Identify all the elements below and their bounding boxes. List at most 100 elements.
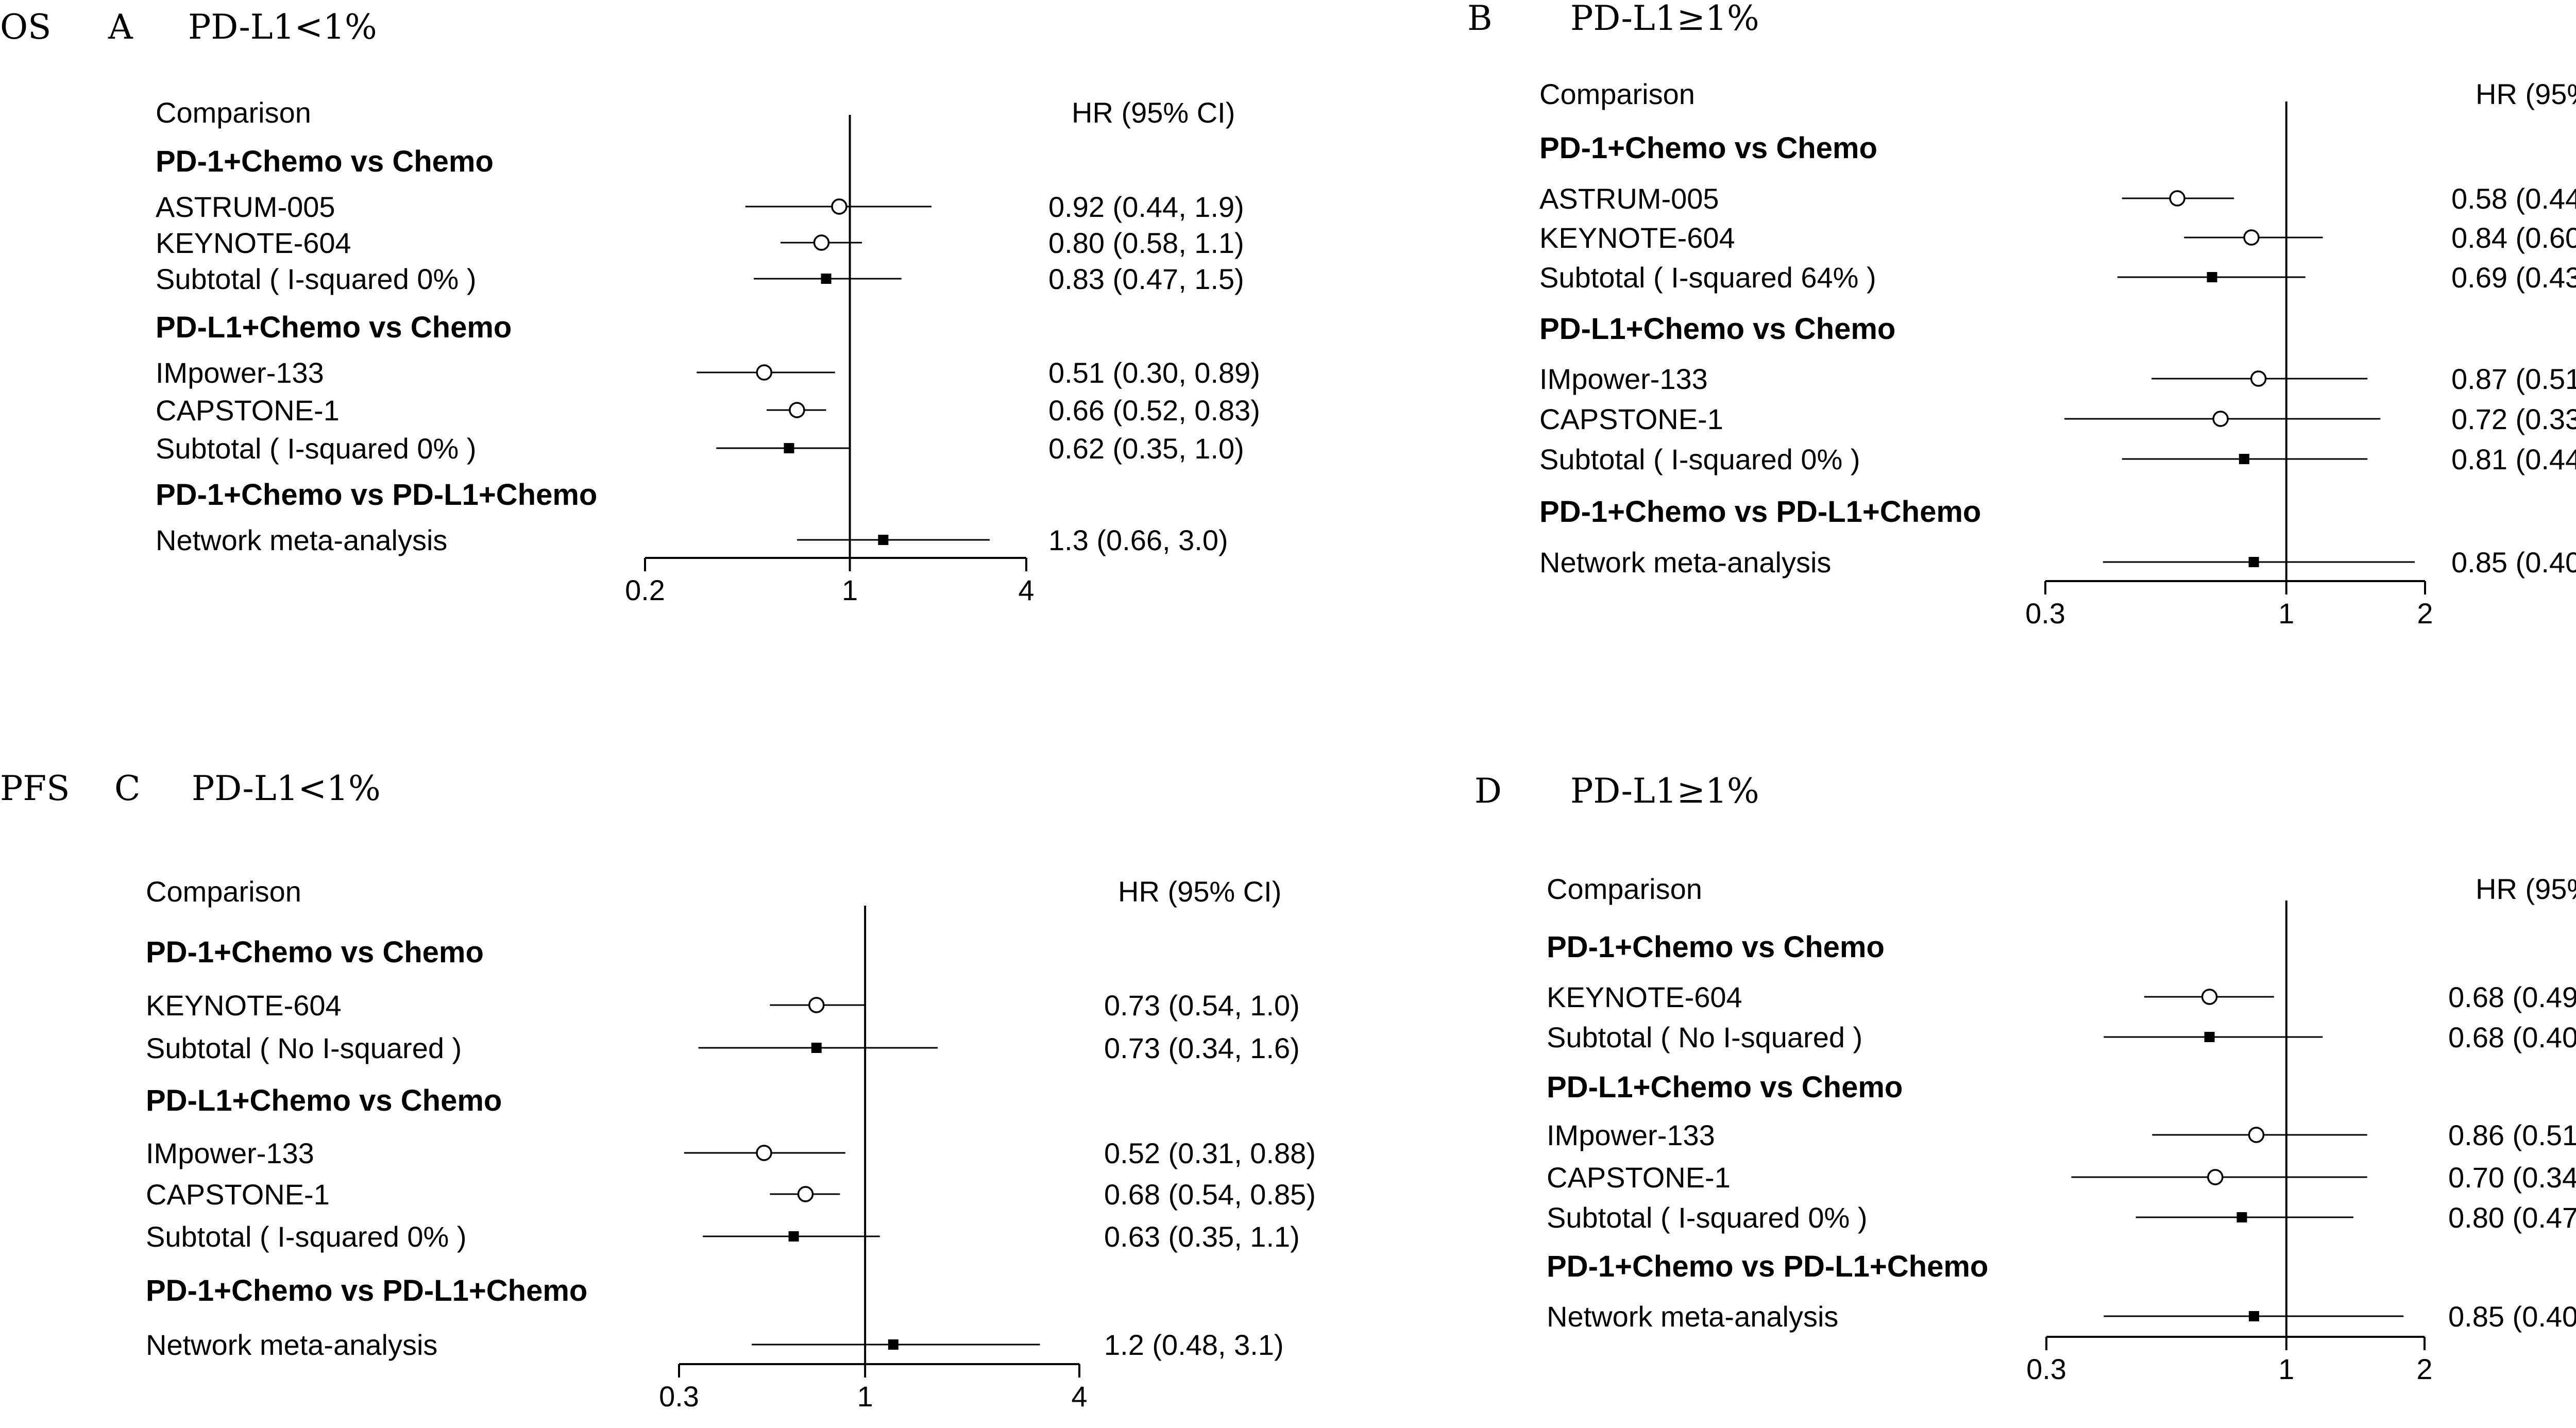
hr-ci-value: 0.80 (0.58, 1.1) xyxy=(1048,227,1244,259)
group-header-pd-1-chemo-vs-chemo: PD-1+Chemo vs Chemo xyxy=(146,936,484,969)
pooled-label-subtotal-i-squared-64: Subtotal ( I-squared 64% ) xyxy=(1539,261,1876,294)
forest-panel-b: B PD-L1≥1% Comparison HR (95% CI) 0.3 1 2 PD-1+… xyxy=(1467,0,2576,630)
study-label-keynote-604: KEYNOTE-604 xyxy=(1539,222,1735,254)
study-estimate-marker xyxy=(831,198,848,215)
pooled-label-network-meta-analysis: Network meta-analysis xyxy=(146,1329,437,1361)
panel-title: PD-L1≥1% xyxy=(1570,771,1759,811)
hr-ci-value: 0.68 (0.40, 1.2) xyxy=(2448,1021,2576,1053)
study-label-capstone-1: CAPSTONE-1 xyxy=(156,394,340,427)
row-label-os: OS xyxy=(0,7,51,47)
x-tick-label: 1 xyxy=(2278,1353,2294,1385)
study-label-keynote-604: KEYNOTE-604 xyxy=(146,989,342,1022)
group-header-pd-l1-chemo-vs-chemo: PD-L1+Chemo vs Chemo xyxy=(1547,1070,1903,1104)
group-header-pd-1-chemo-vs-pd-l1-chemo: PD-1+Chemo vs PD-L1+Chemo xyxy=(146,1274,587,1307)
panel-letter: C xyxy=(114,769,141,808)
pooled-estimate-marker xyxy=(2239,454,2249,464)
study-label-impower-133: IMpower-133 xyxy=(1547,1119,1715,1151)
group-header-pd-1-chemo-vs-pd-l1-chemo: PD-1+Chemo vs PD-L1+Chemo xyxy=(156,478,597,512)
pooled-label-subtotal-i-squared-0: Subtotal ( I-squared 0% ) xyxy=(1539,443,1860,475)
study-estimate-marker xyxy=(813,234,830,251)
hr-column-header: HR (95% CI) xyxy=(1118,875,1281,908)
pooled-estimate-marker xyxy=(821,274,832,284)
x-tick-label: 4 xyxy=(1018,574,1034,606)
hr-ci-value: 1.2 (0.48, 3.1) xyxy=(1104,1329,1284,1361)
forest-panel-c: C PD-L1<1% Comparison HR (95% CI) 0.3 1 4 PD-1+… xyxy=(114,769,1316,1413)
pooled-estimate-marker xyxy=(2236,1212,2247,1222)
hr-ci-value: 0.92 (0.44, 1.9) xyxy=(1048,191,1244,223)
hr-column-header: HR (95% CI) xyxy=(2476,78,2576,110)
hr-ci-value: 1.3 (0.66, 3.0) xyxy=(1048,524,1228,556)
study-estimate-marker xyxy=(2169,190,2185,207)
hr-ci-value: 0.85 (0.40, 1.9) xyxy=(2451,546,2576,579)
x-tick-label: 1 xyxy=(842,574,858,606)
pooled-label-subtotal-no-i-squared: Subtotal ( No I-squared ) xyxy=(146,1032,462,1064)
study-estimate-marker xyxy=(789,402,805,418)
pooled-estimate-marker xyxy=(2204,1032,2215,1042)
pooled-estimate-marker xyxy=(788,1231,799,1242)
pooled-estimate-marker xyxy=(888,1339,899,1350)
hr-ci-value: 0.69 (0.43, 1.1) xyxy=(2451,261,2576,294)
study-estimate-marker xyxy=(797,1186,814,1202)
study-estimate-marker xyxy=(756,364,772,381)
group-header-pd-l1-chemo-vs-chemo: PD-L1+Chemo vs Chemo xyxy=(156,311,512,344)
hr-ci-value: 0.81 (0.44, 1.5) xyxy=(2451,443,2576,475)
hr-ci-value: 0.70 (0.34, 1.5) xyxy=(2448,1161,2576,1194)
group-header-pd-1-chemo-vs-pd-l1-chemo: PD-1+Chemo vs PD-L1+Chemo xyxy=(1539,495,1981,529)
study-label-astrum-005: ASTRUM-005 xyxy=(156,191,335,223)
pooled-estimate-marker xyxy=(2248,557,2259,567)
hr-ci-value: 0.52 (0.31, 0.88) xyxy=(1104,1137,1316,1169)
panel-letter: D xyxy=(1475,771,1502,811)
pooled-estimate-marker xyxy=(811,1043,822,1053)
study-label-keynote-604: KEYNOTE-604 xyxy=(1547,981,1742,1013)
x-tick-label: 0.2 xyxy=(625,574,665,606)
study-estimate-marker xyxy=(756,1145,772,1161)
pooled-label-network-meta-analysis: Network meta-analysis xyxy=(1547,1300,1838,1333)
study-estimate-marker xyxy=(2201,989,2218,1005)
comparison-column-header: Comparison xyxy=(156,96,311,129)
row-label-pfs: PFS xyxy=(0,769,70,808)
hr-ci-value: 0.63 (0.35, 1.1) xyxy=(1104,1220,1300,1253)
hr-ci-value: 0.73 (0.34, 1.6) xyxy=(1104,1032,1300,1064)
x-tick-label: 2 xyxy=(2416,1353,2432,1385)
study-label-impower-133: IMpower-133 xyxy=(156,356,324,389)
pooled-label-subtotal-i-squared-0: Subtotal ( I-squared 0% ) xyxy=(156,263,477,295)
hr-ci-value: 0.84 (0.60, 1.2) xyxy=(2451,222,2576,254)
study-label-impower-133: IMpower-133 xyxy=(146,1137,314,1169)
x-tick-label: 1 xyxy=(857,1380,873,1413)
panel-letter: B xyxy=(1467,0,1493,38)
hr-ci-value: 0.87 (0.51, 1.5) xyxy=(2451,363,2576,395)
hr-column-header: HR (95% CI) xyxy=(2476,873,2576,905)
pooled-estimate-marker xyxy=(2248,1311,2259,1321)
pooled-estimate-marker xyxy=(784,443,794,453)
forest-panel-d: D PD-L1≥1% Comparison HR (95% CI) 0.3 1 2 PD-1+… xyxy=(1475,771,2576,1385)
hr-ci-value: 0.66 (0.52, 0.83) xyxy=(1048,394,1260,427)
hr-ci-value: 0.72 (0.33, 1.6) xyxy=(2451,403,2576,435)
pooled-label-subtotal-i-squared-0: Subtotal ( I-squared 0% ) xyxy=(146,1220,467,1253)
x-tick-label: 0.3 xyxy=(659,1380,699,1413)
comparison-column-header: Comparison xyxy=(146,875,301,908)
forest-panel-a: A PD-L1<1% Comparison HR (95% CI) 0.2 1 4 PD-1+… xyxy=(108,7,1260,606)
pooled-label-network-meta-analysis: Network meta-analysis xyxy=(156,524,447,556)
group-header-pd-l1-chemo-vs-chemo: PD-L1+Chemo vs Chemo xyxy=(146,1084,502,1117)
comparison-column-header: Comparison xyxy=(1539,78,1695,110)
hr-ci-value: 0.86 (0.51, 1.5) xyxy=(2448,1119,2576,1151)
hr-ci-value: 0.83 (0.47, 1.5) xyxy=(1048,263,1244,295)
group-header-pd-1-chemo-vs-chemo: PD-1+Chemo vs Chemo xyxy=(156,145,494,178)
pooled-label-subtotal-i-squared-0: Subtotal ( I-squared 0% ) xyxy=(1547,1201,1868,1234)
hr-ci-value: 0.68 (0.49, 0.94) xyxy=(2448,981,2576,1013)
pooled-label-subtotal-no-i-squared: Subtotal ( No I-squared ) xyxy=(1547,1021,1862,1053)
hr-column-header: HR (95% CI) xyxy=(1072,96,1235,129)
hr-ci-value: 0.85 (0.40, 1.8) xyxy=(2448,1300,2576,1333)
panel-title: PD-L1<1% xyxy=(192,769,381,808)
hr-ci-value: 0.68 (0.54, 0.85) xyxy=(1104,1178,1316,1211)
study-estimate-marker xyxy=(2243,229,2260,246)
study-estimate-marker xyxy=(2212,411,2229,427)
panel-letter: A xyxy=(108,7,133,47)
hr-ci-value: 0.51 (0.30, 0.89) xyxy=(1048,356,1260,389)
study-label-capstone-1: CAPSTONE-1 xyxy=(1539,403,1723,435)
x-tick-label: 2 xyxy=(2417,597,2433,630)
x-tick-label: 1 xyxy=(2278,597,2294,630)
x-tick-label: 0.3 xyxy=(2025,597,2065,630)
study-estimate-marker xyxy=(808,997,825,1013)
